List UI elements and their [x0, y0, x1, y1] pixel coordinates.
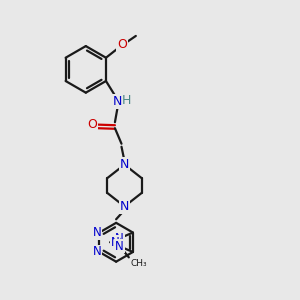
Text: N: N	[115, 232, 124, 245]
Text: CH₃: CH₃	[130, 260, 147, 268]
Text: O: O	[87, 118, 97, 131]
Text: N: N	[113, 95, 123, 108]
Text: N: N	[111, 236, 119, 249]
Text: O: O	[118, 38, 127, 51]
Text: N: N	[120, 158, 129, 171]
Text: N: N	[92, 245, 101, 259]
Text: N: N	[120, 200, 129, 213]
Text: N: N	[115, 239, 124, 253]
Text: N: N	[92, 226, 101, 239]
Text: H: H	[122, 94, 132, 106]
